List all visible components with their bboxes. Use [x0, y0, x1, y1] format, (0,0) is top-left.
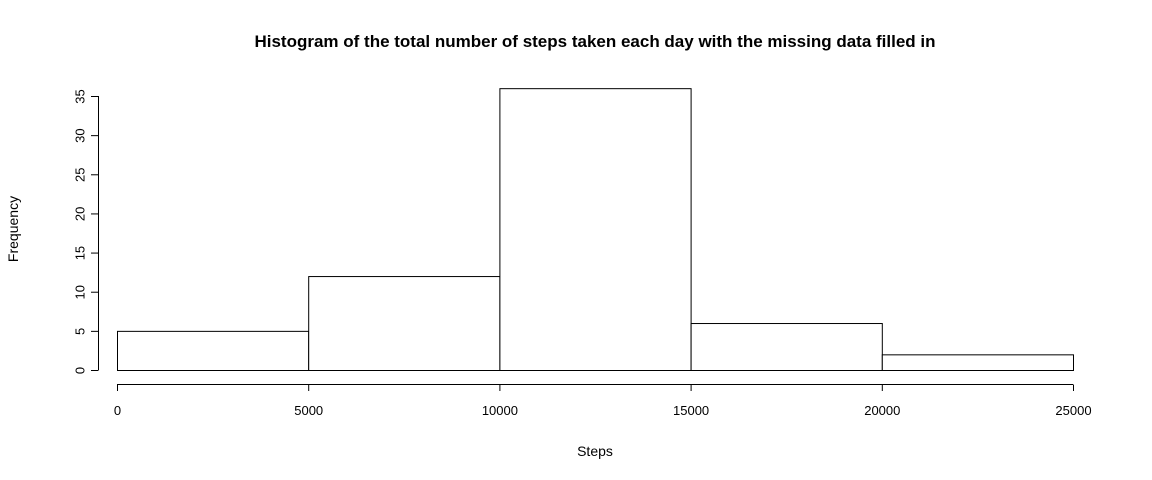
x-tick-label: 25000 — [1055, 403, 1091, 418]
y-tick-label: 15 — [73, 246, 88, 260]
y-tick-label: 5 — [73, 328, 88, 335]
x-tick-label: 20000 — [864, 403, 900, 418]
bar-4 — [690, 323, 883, 371]
chart-title: Histogram of the total number of steps t… — [254, 32, 935, 51]
x-tick-label: 10000 — [482, 403, 518, 418]
y-tick-label: 30 — [73, 128, 88, 142]
y-tick-label: 10 — [73, 285, 88, 299]
x-axis-label: Steps — [577, 443, 613, 459]
bars-group — [117, 88, 1074, 372]
y-tick-label: 35 — [73, 89, 88, 103]
bar-2 — [308, 276, 501, 371]
y-axis-label: Frequency — [5, 196, 21, 262]
x-tick-label: 0 — [114, 403, 121, 418]
y-tick-label: 20 — [73, 207, 88, 221]
x-axis: 0 5000 10000 15000 20000 25000 — [114, 384, 1092, 418]
bar-1 — [117, 330, 310, 372]
bar-5 — [881, 354, 1074, 372]
y-axis: 0 5 10 15 20 25 30 35 — [73, 89, 99, 374]
y-tick-label: 0 — [73, 367, 88, 374]
x-tick-label: 5000 — [294, 403, 323, 418]
x-tick-label: 15000 — [673, 403, 709, 418]
y-tick-label: 25 — [73, 168, 88, 182]
bar-3 — [499, 88, 692, 372]
